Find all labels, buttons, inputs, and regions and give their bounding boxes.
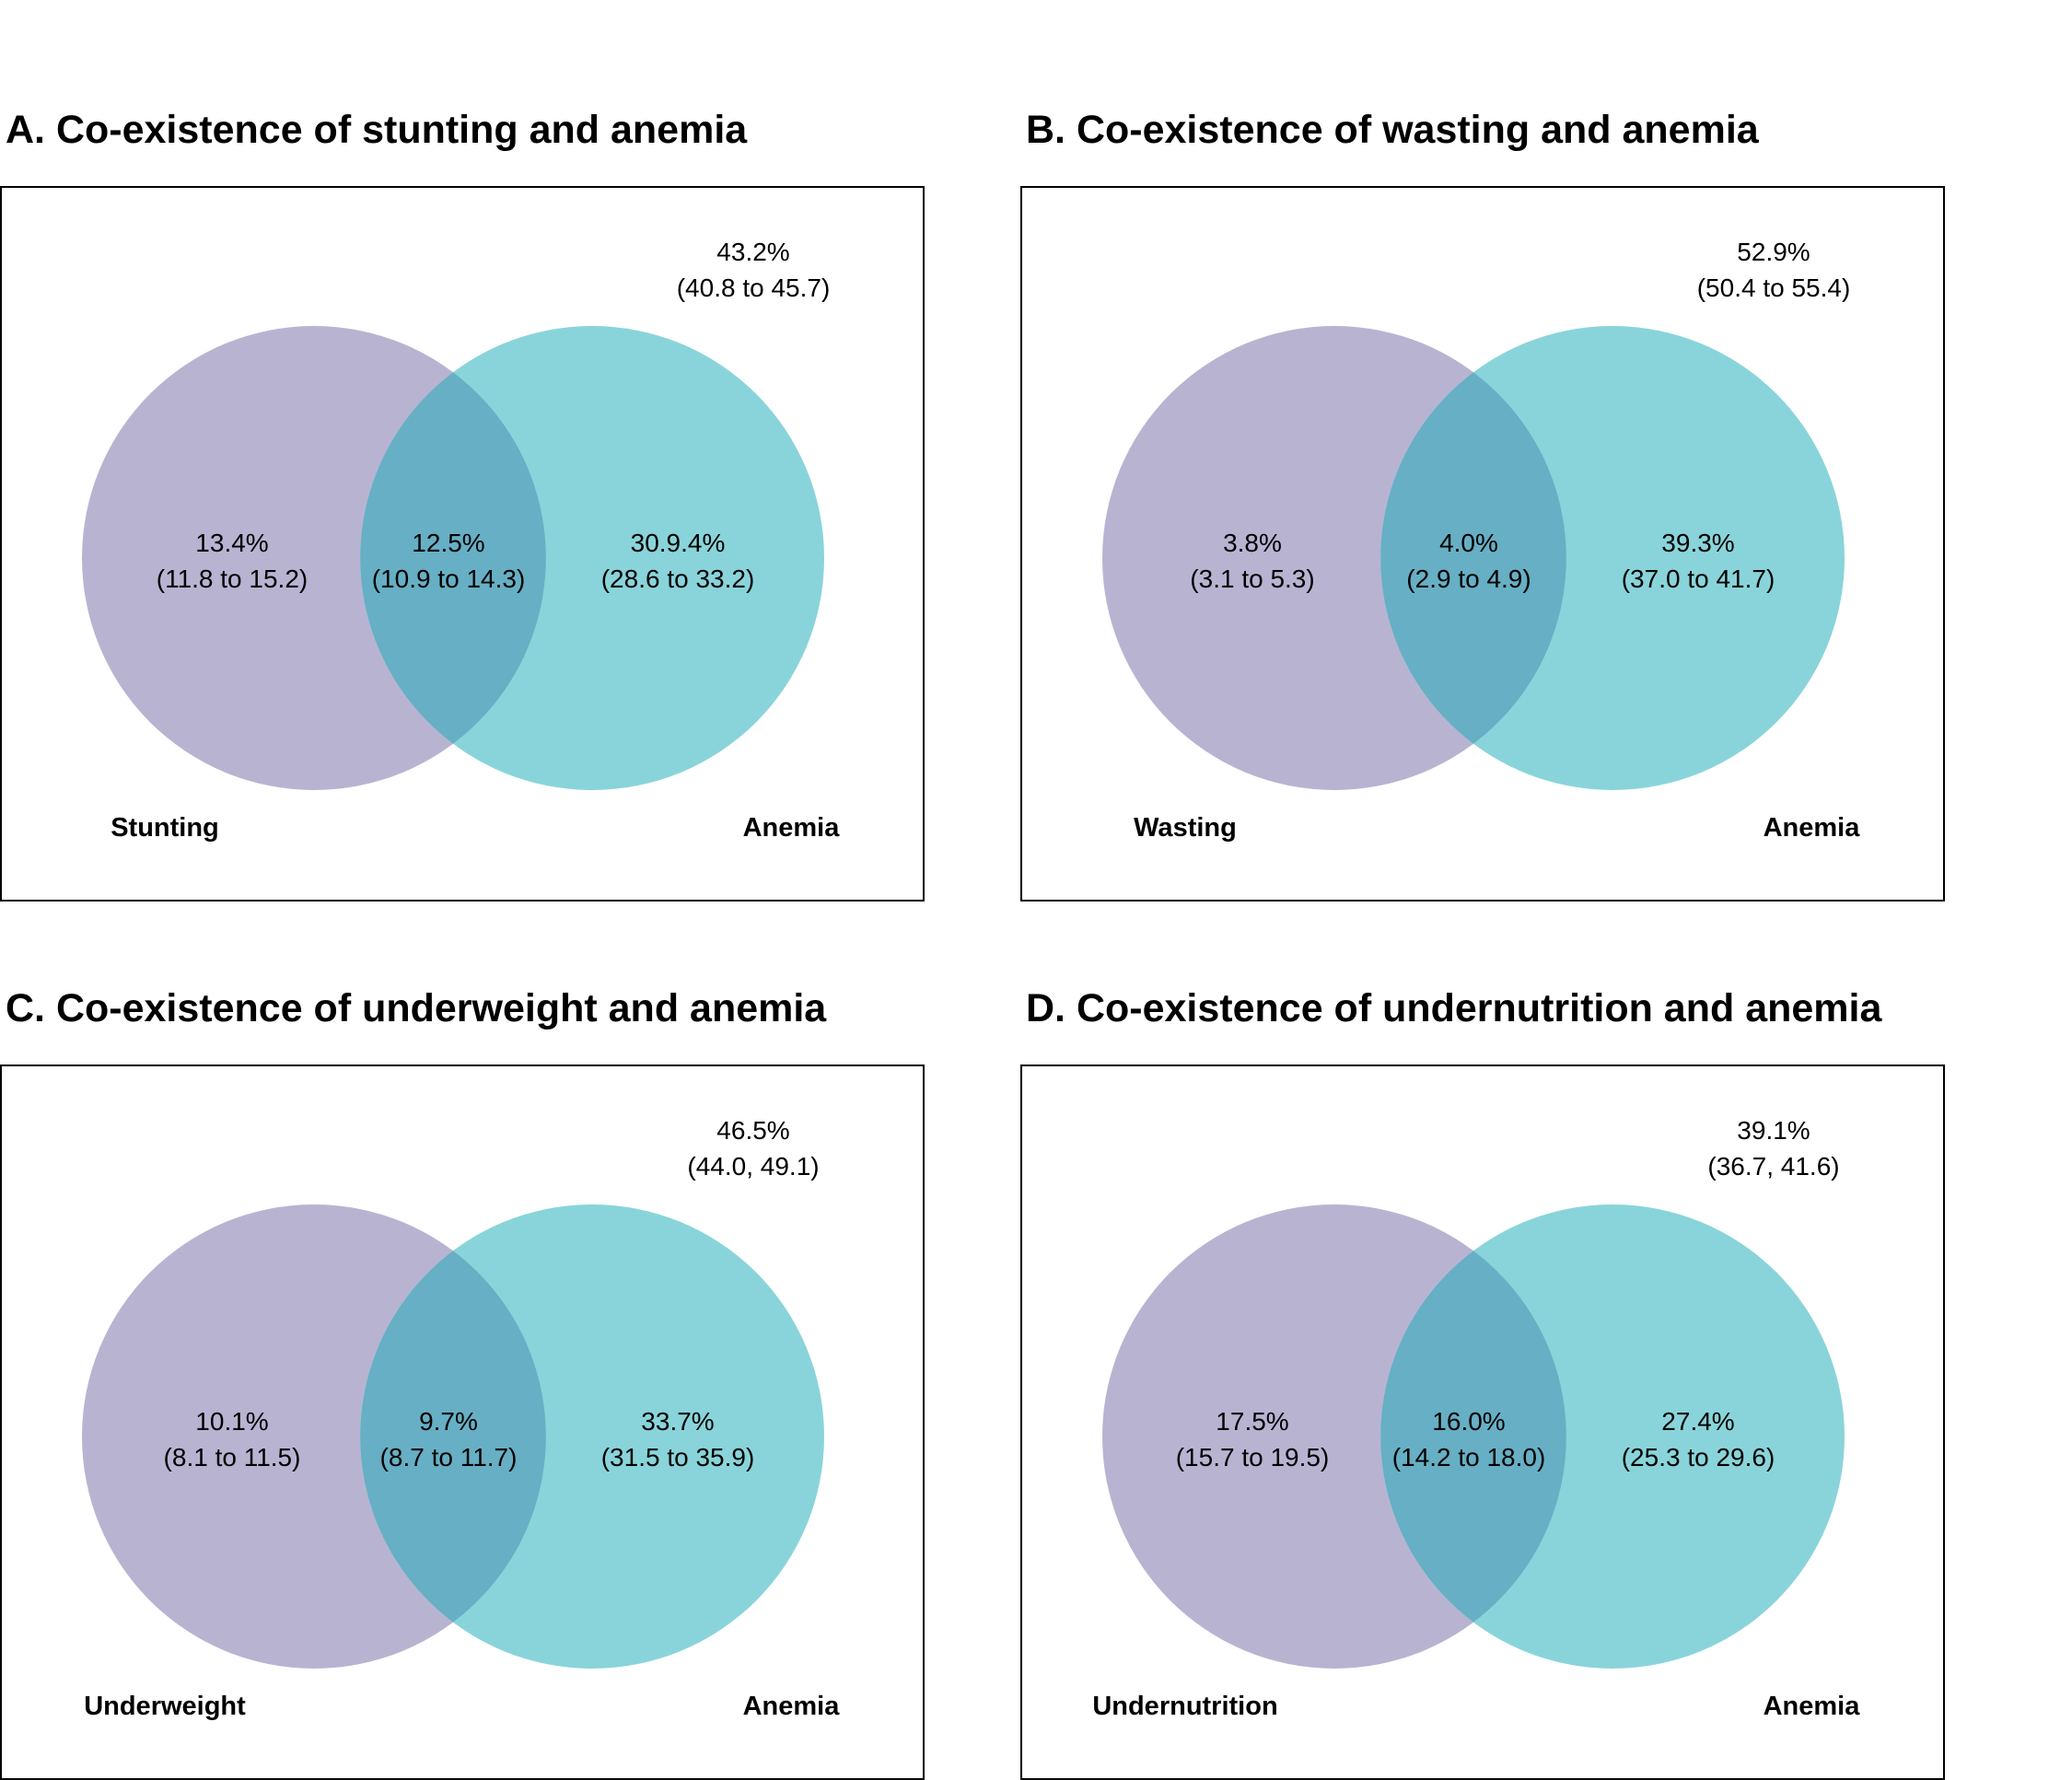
right-set-label: Anemia	[743, 813, 841, 843]
left-only-ci: (8.1 to 11.5)	[164, 1443, 301, 1472]
right-only-value: 33.7%	[641, 1407, 714, 1436]
panel-a-box: 43.2% (40.8 to 45.7) 13.4% (11.8 to 15.2…	[0, 186, 925, 902]
panel-d-title: D. Co-existence of undernutrition and an…	[1026, 986, 1882, 1030]
panel-d-box: 39.1% (36.7, 41.6) 17.5% (15.7 to 19.5) …	[1020, 1065, 1945, 1780]
right-only-ci: (28.6 to 33.2)	[601, 564, 755, 593]
panel-c-venn: 46.5% (44.0, 49.1) 10.1% (8.1 to 11.5) 9…	[82, 1116, 841, 1721]
right-set-label: Anemia	[1764, 1692, 1861, 1721]
panel-b-venn: 52.9% (50.4 to 55.4) 3.8% (3.1 to 5.3) 4…	[1102, 238, 1861, 843]
left-set-label: Underweight	[84, 1692, 246, 1721]
neither-value: 52.9%	[1737, 238, 1810, 266]
left-only-value: 17.5%	[1216, 1407, 1288, 1436]
overlap-region	[1380, 1251, 1566, 1623]
panel-a-venn: 43.2% (40.8 to 45.7) 13.4% (11.8 to 15.2…	[82, 238, 841, 843]
neither-value: 43.2%	[716, 238, 789, 266]
left-only-ci: (3.1 to 5.3)	[1190, 564, 1314, 593]
right-only-ci: (25.3 to 29.6)	[1622, 1443, 1775, 1472]
left-only-value: 13.4%	[195, 529, 268, 557]
right-only-ci: (37.0 to 41.7)	[1622, 564, 1775, 593]
left-set-label: Stunting	[111, 813, 219, 843]
right-only-value: 30.9.4%	[631, 529, 726, 557]
neither-value: 39.1%	[1737, 1116, 1810, 1145]
left-only-ci: (11.8 to 15.2)	[157, 564, 308, 593]
left-set-label: Wasting	[1134, 813, 1237, 843]
panel-a-title: A. Co-existence of stunting and anemia	[6, 108, 748, 152]
panel-d-venn: 39.1% (36.7, 41.6) 17.5% (15.7 to 19.5) …	[1092, 1116, 1861, 1721]
right-set-label: Anemia	[1764, 813, 1861, 843]
overlap-region	[1380, 372, 1566, 744]
panel-b-box: 52.9% (50.4 to 55.4) 3.8% (3.1 to 5.3) 4…	[1020, 186, 1945, 902]
panel-c-box: 46.5% (44.0, 49.1) 10.1% (8.1 to 11.5) 9…	[0, 1065, 925, 1780]
neither-ci: (50.4 to 55.4)	[1697, 273, 1851, 302]
left-set-label: Undernutrition	[1092, 1692, 1277, 1721]
panel-b-title: B. Co-existence of wasting and anemia	[1026, 108, 1759, 152]
left-only-value: 10.1%	[195, 1407, 268, 1436]
overlap-ci: (14.2 to 18.0)	[1392, 1443, 1546, 1472]
overlap-value: 12.5%	[412, 529, 484, 557]
right-only-ci: (31.5 to 35.9)	[601, 1443, 755, 1472]
left-only-ci: (15.7 to 19.5)	[1176, 1443, 1330, 1472]
left-only-value: 3.8%	[1223, 529, 1282, 557]
neither-ci: (44.0, 49.1)	[687, 1152, 819, 1181]
overlap-ci: (2.9 to 4.9)	[1406, 564, 1531, 593]
overlap-value: 9.7%	[419, 1407, 478, 1436]
overlap-ci: (8.7 to 11.7)	[380, 1443, 518, 1472]
overlap-region	[360, 372, 546, 744]
right-only-value: 27.4%	[1661, 1407, 1734, 1436]
panel-c-title: C. Co-existence of underweight and anemi…	[6, 986, 827, 1030]
neither-value: 46.5%	[716, 1116, 789, 1145]
overlap-value: 4.0%	[1439, 529, 1498, 557]
neither-ci: (36.7, 41.6)	[1707, 1152, 1839, 1181]
overlap-region	[360, 1251, 546, 1623]
right-only-value: 39.3%	[1661, 529, 1734, 557]
neither-ci: (40.8 to 45.7)	[677, 273, 831, 302]
overlap-value: 16.0%	[1432, 1407, 1505, 1436]
right-set-label: Anemia	[743, 1692, 841, 1721]
overlap-ci: (10.9 to 14.3)	[372, 564, 526, 593]
